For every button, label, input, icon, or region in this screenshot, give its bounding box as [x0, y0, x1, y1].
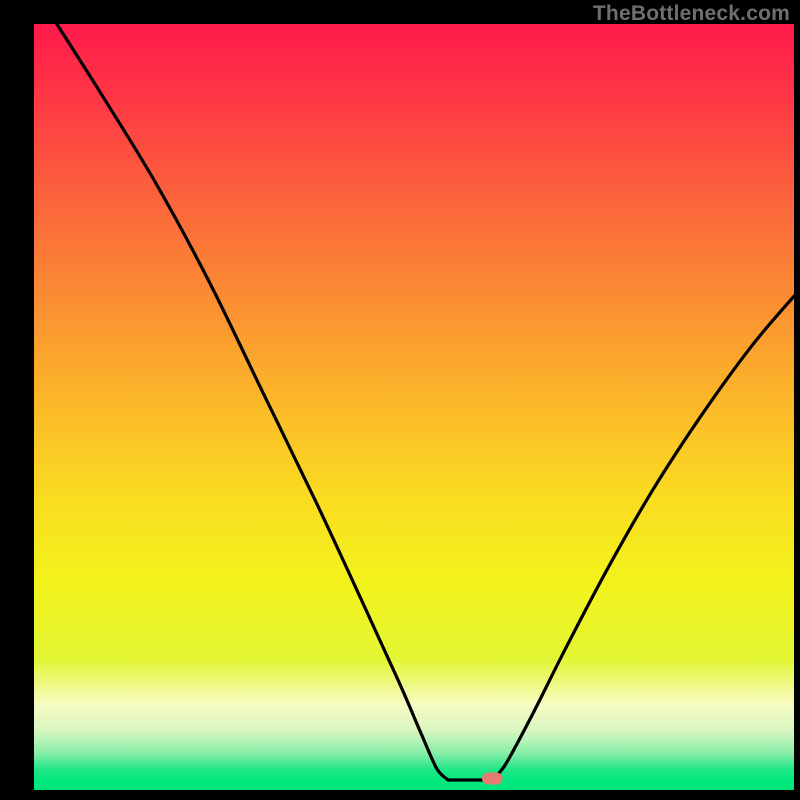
optimal-point-marker	[482, 772, 503, 784]
bottom-cap	[34, 780, 794, 790]
watermark-text: TheBottleneck.com	[593, 2, 790, 26]
chart-background-gradient	[34, 24, 794, 780]
